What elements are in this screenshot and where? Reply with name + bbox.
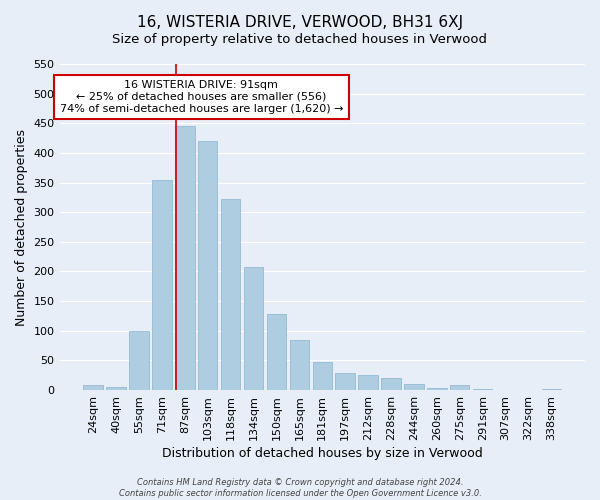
Bar <box>313 362 332 390</box>
Bar <box>290 340 309 390</box>
Bar <box>381 378 401 390</box>
Text: Size of property relative to detached houses in Verwood: Size of property relative to detached ho… <box>113 32 487 46</box>
Bar <box>198 141 217 390</box>
Bar <box>542 389 561 390</box>
Bar <box>221 198 241 390</box>
Text: Contains HM Land Registry data © Crown copyright and database right 2024.
Contai: Contains HM Land Registry data © Crown c… <box>119 478 481 498</box>
Bar <box>427 388 446 390</box>
Bar <box>83 386 103 390</box>
X-axis label: Distribution of detached houses by size in Verwood: Distribution of detached houses by size … <box>162 447 482 460</box>
Bar <box>358 375 378 390</box>
Text: 16, WISTERIA DRIVE, VERWOOD, BH31 6XJ: 16, WISTERIA DRIVE, VERWOOD, BH31 6XJ <box>137 15 463 30</box>
Bar <box>244 268 263 390</box>
Bar <box>335 373 355 390</box>
Bar <box>267 314 286 390</box>
Bar <box>450 386 469 390</box>
Bar <box>129 331 149 390</box>
Bar <box>175 126 194 390</box>
Bar <box>106 387 126 390</box>
Text: 16 WISTERIA DRIVE: 91sqm
← 25% of detached houses are smaller (556)
74% of semi-: 16 WISTERIA DRIVE: 91sqm ← 25% of detach… <box>59 80 343 114</box>
Bar <box>404 384 424 390</box>
Bar <box>473 389 493 390</box>
Bar <box>152 180 172 390</box>
Y-axis label: Number of detached properties: Number of detached properties <box>15 128 28 326</box>
